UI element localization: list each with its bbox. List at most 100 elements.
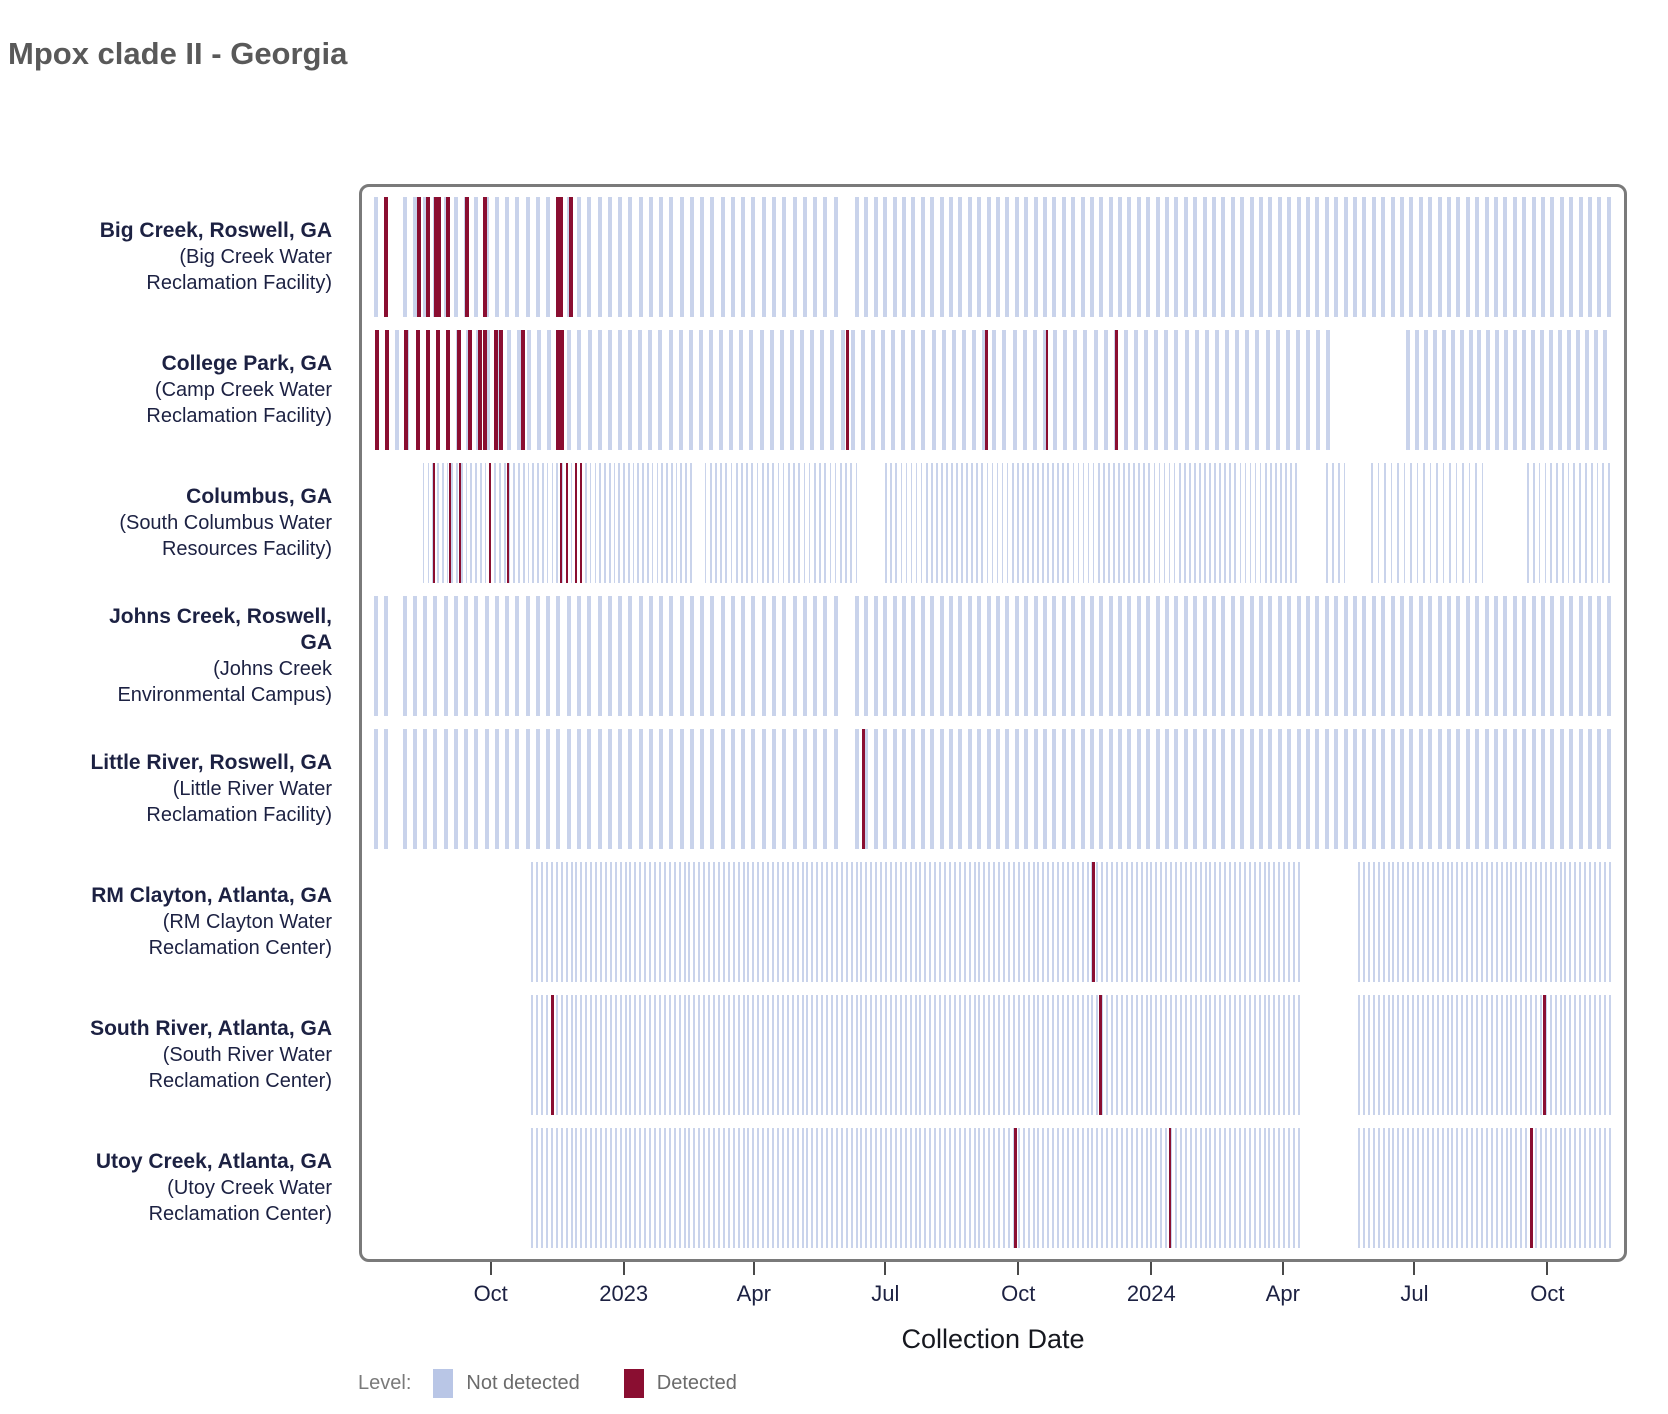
sample-bar-not-detected — [1446, 1128, 1449, 1248]
sample-bar-not-detected — [934, 995, 937, 1115]
sample-bar-not-detected — [1332, 463, 1334, 583]
sample-bar-not-detected — [1230, 729, 1235, 849]
sample-bar-not-detected — [1421, 995, 1424, 1115]
page-title: Mpox clade II - Georgia — [8, 36, 348, 71]
sample-bar-not-detected — [823, 729, 828, 849]
facility-name: Reclamation Facility) — [146, 272, 332, 294]
sample-bar-not-detected — [1584, 862, 1587, 982]
sample-bar-not-detected — [590, 862, 593, 982]
sample-bar-not-detected — [599, 1128, 602, 1248]
sample-bar-not-detected — [1268, 995, 1271, 1115]
sample-bar-not-detected — [1589, 862, 1591, 982]
sample-bar-not-detected — [1466, 1128, 1469, 1248]
sample-bar-not-detected — [1416, 463, 1419, 583]
x-tick-mark — [622, 1262, 625, 1275]
sample-bar-not-detected — [587, 596, 592, 716]
sample-bar-not-detected — [1061, 197, 1066, 317]
sample-bar-not-detected — [629, 995, 632, 1115]
sample-bar-detected — [416, 197, 421, 317]
sample-bar-not-detected — [587, 330, 592, 450]
sample-bar-not-detected — [956, 463, 958, 583]
sample-bar-not-detected — [624, 862, 627, 982]
sample-bar-not-detected — [1484, 197, 1489, 317]
sample-bar-not-detected — [1243, 1128, 1246, 1248]
sample-bar-not-detected — [1306, 729, 1310, 849]
sample-bar-not-detected — [678, 995, 681, 1115]
sample-bar-not-detected — [1593, 1128, 1596, 1248]
sample-bar-not-detected — [1042, 862, 1045, 982]
sample-bar-not-detected — [658, 862, 661, 982]
sample-bar-not-detected — [1052, 995, 1055, 1115]
sample-bar-not-detected — [1316, 330, 1321, 450]
sample-bar-not-detected — [978, 995, 981, 1115]
sample-bar-detected — [483, 197, 488, 317]
sample-bar-not-detected — [1057, 995, 1059, 1115]
sample-bar-not-detected — [1183, 463, 1186, 583]
sample-bar-not-detected — [725, 463, 728, 583]
sample-bar-not-detected — [587, 729, 592, 849]
sample-bar-not-detected — [1493, 729, 1498, 849]
sample-bar-not-detected — [688, 995, 691, 1115]
sample-bar-not-detected — [1381, 596, 1386, 716]
sample-bar-not-detected — [1362, 197, 1367, 317]
x-tick-mark — [1017, 1262, 1020, 1275]
sample-bar-not-detected — [729, 330, 734, 450]
sample-bar-detected — [555, 197, 560, 317]
sample-bar-not-detected — [1490, 995, 1493, 1115]
facility-name: Reclamation Center) — [148, 1070, 332, 1092]
sample-bar-not-detected — [1569, 729, 1574, 849]
sample-bar-not-detected — [1559, 1128, 1562, 1248]
sample-bar-not-detected — [575, 862, 578, 982]
sample-bar-not-detected — [494, 463, 497, 583]
sample-bar-not-detected — [1194, 1128, 1197, 1248]
sample-bar-not-detected — [1160, 995, 1163, 1115]
sample-bar-not-detected — [1296, 596, 1301, 716]
sample-bar-not-detected — [1135, 1128, 1138, 1248]
sample-bar-not-detected — [1608, 463, 1610, 583]
sample-bar-not-detected — [1163, 463, 1166, 583]
sample-bar-not-detected — [900, 463, 903, 583]
sample-bar-not-detected — [722, 995, 725, 1115]
sample-bar-not-detected — [1165, 197, 1169, 317]
sample-bar-not-detected — [577, 596, 581, 716]
sample-bar-not-detected — [901, 197, 906, 317]
sample-bar-not-detected — [565, 1128, 568, 1248]
sample-bar-not-detected — [1306, 197, 1310, 317]
sample-bar-not-detected — [649, 995, 652, 1115]
sample-bar-not-detected — [1522, 330, 1527, 450]
sample-bar-not-detected — [821, 1128, 824, 1248]
sample-bar-not-detected — [590, 995, 593, 1115]
sample-bar-not-detected — [679, 197, 684, 317]
sample-bar-not-detected — [1138, 463, 1141, 583]
sample-bar-not-detected — [1504, 330, 1509, 450]
sample-bar-not-detected — [1277, 197, 1282, 317]
sample-bar-not-detected — [1165, 596, 1169, 716]
sample-bar-not-detected — [1569, 197, 1574, 317]
sample-bar-not-detected — [648, 197, 653, 317]
sample-bar-not-detected — [1047, 1128, 1050, 1248]
sample-bar-not-detected — [1362, 862, 1365, 982]
sample-bar-not-detected — [689, 596, 694, 716]
sample-bar-not-detected — [739, 330, 744, 450]
sample-bar-not-detected — [1249, 463, 1252, 583]
sample-bar-not-detected — [1032, 862, 1035, 982]
sample-bar-not-detected — [1337, 463, 1340, 583]
sample-bar-not-detected — [813, 729, 817, 849]
sample-bar-not-detected — [1087, 463, 1090, 583]
sample-bar-not-detected — [1485, 995, 1488, 1115]
sample-bar-not-detected — [1268, 729, 1273, 849]
sample-bar-not-detected — [1221, 596, 1226, 716]
sample-bar-not-detected — [839, 463, 842, 583]
sample-bar-not-detected — [924, 995, 927, 1115]
sample-bar-not-detected — [840, 862, 843, 982]
sample-bar-not-detected — [1358, 995, 1360, 1115]
sample-bar-not-detected — [875, 995, 878, 1115]
sample-bar-not-detected — [1512, 596, 1517, 716]
sample-bar-not-detected — [649, 862, 652, 982]
sample-bar-not-detected — [865, 862, 868, 982]
sample-bar-not-detected — [1476, 862, 1478, 982]
sample-bar-not-detected — [542, 463, 544, 583]
sample-bar-not-detected — [1238, 862, 1241, 982]
sample-bar-not-detected — [875, 862, 878, 982]
sample-bar-not-detected — [1402, 995, 1405, 1115]
